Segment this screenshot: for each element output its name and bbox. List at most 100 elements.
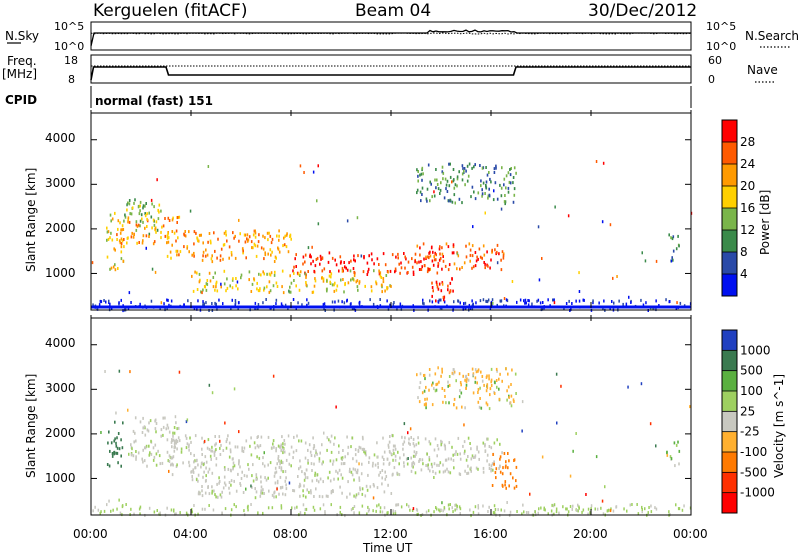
echo-cell (428, 267, 430, 271)
echo-cell (322, 279, 325, 283)
echo-cell (488, 505, 490, 509)
echo-cell (198, 272, 201, 276)
echo-cell (176, 253, 178, 257)
freq-tick-right-top: 60 (708, 54, 722, 67)
echo-cell (461, 172, 464, 176)
echo-cell (503, 183, 505, 187)
echo-cell (357, 448, 360, 452)
echo-cell (502, 252, 505, 256)
echo-cell (322, 480, 324, 484)
echo-cell (368, 460, 370, 464)
echo-cell (449, 281, 452, 285)
echo-cell (150, 215, 153, 219)
echo-cell (288, 452, 291, 456)
echo-cell (506, 501, 508, 504)
echo-cell (445, 401, 447, 405)
echo-cell (317, 164, 319, 168)
echo-cell (435, 258, 437, 262)
echo-cell (232, 461, 235, 465)
echo-cell (469, 248, 472, 252)
echo-cell (350, 508, 353, 512)
echo-cell (286, 232, 288, 236)
echo-cell (148, 235, 150, 238)
cpid-label: CPID (5, 93, 37, 107)
echo-cell (352, 507, 354, 510)
echo-cell (441, 501, 443, 505)
echo-cell (313, 495, 315, 498)
echo-cell (262, 247, 265, 251)
echo-cell (299, 270, 302, 274)
echo-cell (140, 213, 143, 217)
echo-cell (613, 301, 615, 305)
echo-cell (484, 211, 486, 215)
echo-cell (271, 446, 273, 450)
echo-cell (466, 164, 469, 168)
echo-cell (407, 260, 410, 264)
echo-cell (356, 285, 359, 289)
echo-cell (433, 190, 435, 194)
echo-cell (186, 442, 189, 446)
echo-cell (349, 467, 351, 471)
echo-cell (475, 259, 478, 263)
echo-cell (477, 191, 480, 195)
echo-cell (244, 240, 247, 244)
echo-cell (281, 435, 283, 439)
echo-cell (224, 507, 227, 511)
echo-cell (203, 470, 205, 474)
echo-cell (106, 463, 109, 466)
echo-cell (503, 177, 506, 181)
echo-cell (197, 299, 199, 303)
echo-cell (433, 476, 435, 479)
echo-cell (193, 242, 195, 246)
echo-cell (277, 455, 280, 458)
echo-cell (471, 166, 473, 170)
echo-cell (310, 462, 313, 466)
echo-cell (202, 241, 204, 245)
echo-cell (208, 383, 211, 387)
echo-cell (257, 240, 260, 244)
echo-cell (117, 432, 120, 435)
echo-cell (622, 302, 624, 306)
colorbar-swatch (722, 252, 737, 275)
echo-cell (247, 238, 250, 242)
echo-cell (499, 464, 501, 468)
echo-cell (467, 378, 470, 382)
echo-cell (172, 431, 174, 435)
echo-cell (112, 508, 114, 512)
echo-cell (400, 261, 402, 265)
echo-cell (220, 285, 222, 289)
echo-cell (326, 289, 328, 293)
echo-cell (206, 279, 209, 282)
echo-cell (416, 188, 419, 192)
echo-cell (414, 471, 417, 475)
echo-cell (190, 452, 192, 456)
echo-cell (394, 454, 397, 458)
echo-cell (508, 395, 510, 399)
echo-cell (451, 277, 453, 281)
echo-cell (572, 449, 574, 453)
echo-cell (254, 229, 256, 233)
echo-cell (116, 233, 118, 237)
echo-cell (389, 303, 391, 307)
echo-cell (419, 173, 421, 177)
echo-cell (475, 466, 478, 470)
echo-cell (373, 484, 375, 488)
echo-cell (130, 507, 132, 511)
echo-cell (303, 171, 305, 174)
echo-cell (170, 508, 173, 512)
echo-cell (222, 486, 225, 490)
echo-cell (205, 288, 208, 292)
echo-cell (274, 481, 277, 485)
echo-cell (484, 266, 486, 270)
echo-cell (441, 170, 444, 174)
echo-cell (208, 271, 211, 275)
echo-cell (459, 507, 462, 511)
echo-cell (303, 478, 306, 482)
echo-cell (412, 465, 414, 469)
echo-cell (195, 231, 197, 235)
echo-cell (298, 439, 300, 443)
echo-cell (295, 253, 297, 257)
echo-cell (166, 254, 169, 258)
echo-cell (118, 498, 120, 502)
echo-cell (678, 462, 680, 466)
